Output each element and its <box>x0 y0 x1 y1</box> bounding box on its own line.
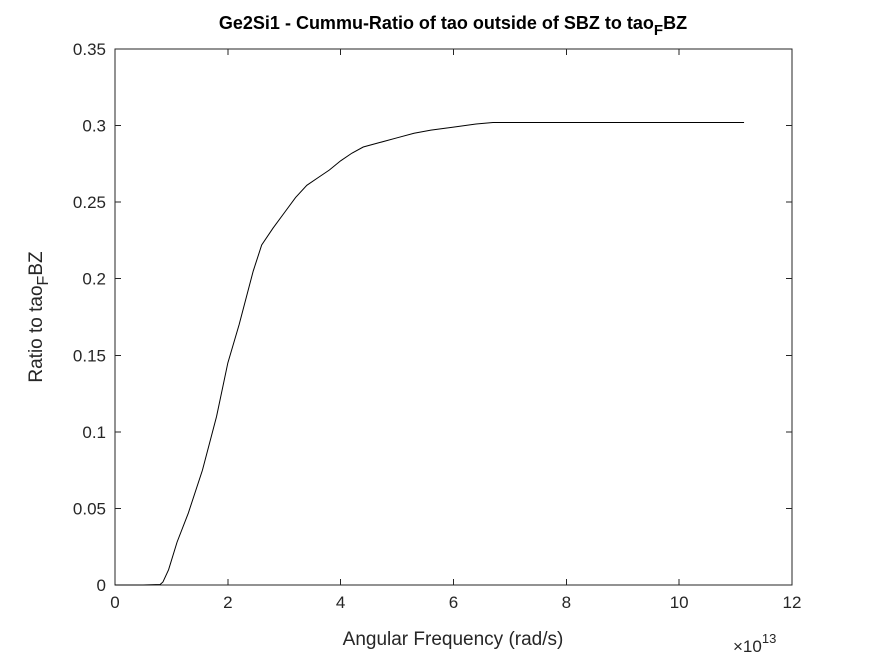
y-tick-label: 0.25 <box>73 193 106 212</box>
axis-ticks <box>114 48 793 586</box>
y-tick-label: 0.2 <box>82 270 106 289</box>
x-tick-label: 0 <box>110 593 119 612</box>
y-tick-label: 0.35 <box>73 40 106 59</box>
y-axis-label-subscript: F <box>35 275 52 285</box>
y-tick-label: 0 <box>97 576 106 595</box>
x-axis-exponent-power: 13 <box>762 631 776 646</box>
chart-title: Ge2Si1 - Cummu-Ratio of tao outside of S… <box>219 13 687 39</box>
y-tick-labels: 0 0.05 0.1 0.15 0.2 0.25 0.3 0.35 <box>73 40 106 595</box>
x-axis-exponent-base: ×10 <box>733 637 762 656</box>
plot-frame <box>114 48 793 586</box>
y-tick-label: 0.15 <box>73 346 106 365</box>
y-tick-label: 0.3 <box>82 117 106 136</box>
x-tick-label: 4 <box>336 593 345 612</box>
y-axis-label-tail: BZ <box>26 251 47 276</box>
x-tick-label: 8 <box>562 593 571 612</box>
x-tick-label: 6 <box>449 593 458 612</box>
chart-title-main: Ge2Si1 - Cummu-Ratio of tao outside of S… <box>219 13 654 33</box>
x-tick-label: 2 <box>223 593 232 612</box>
x-tick-labels: 0 2 4 6 8 10 12 <box>110 593 801 612</box>
series-line <box>115 122 745 586</box>
chart-title-tail: BZ <box>663 13 687 33</box>
y-tick-label: 0.05 <box>73 499 106 518</box>
x-axis-label: Angular Frequency (rad/s) <box>343 629 564 650</box>
y-axis-label: Ratio to taoFBZ <box>26 251 52 383</box>
chart-title-subscript: F <box>654 22 663 39</box>
x-tick-label: 10 <box>670 593 689 612</box>
x-tick-label: 12 <box>783 593 802 612</box>
y-tick-label: 0.1 <box>82 423 106 442</box>
x-axis-exponent: ×1013 <box>733 631 776 656</box>
y-axis-label-main: Ratio to tao <box>26 285 47 382</box>
plot-axes <box>114 48 793 586</box>
